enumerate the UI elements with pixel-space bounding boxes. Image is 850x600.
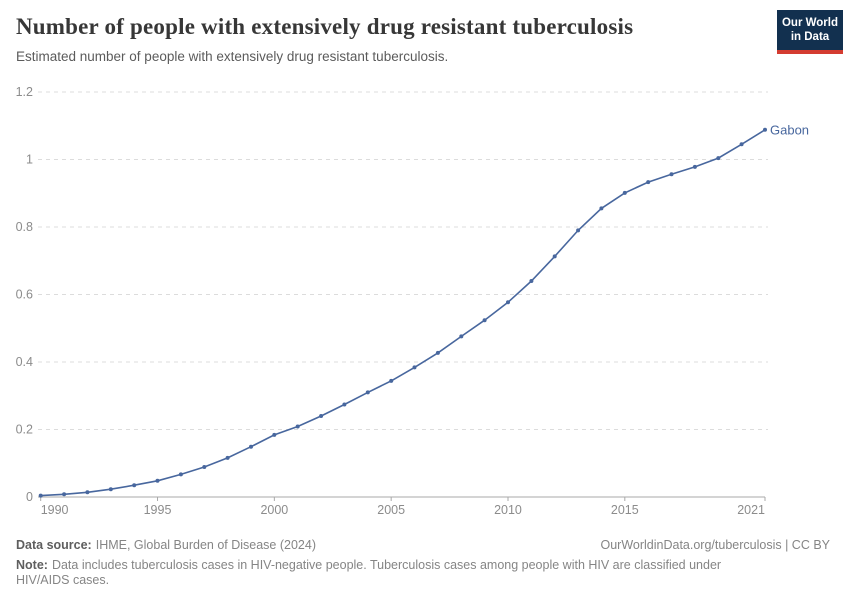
- y-axis-tick-label: 0: [26, 490, 33, 504]
- data-point[interactable]: [108, 487, 113, 492]
- data-point[interactable]: [272, 432, 277, 437]
- x-axis-tick-label: 2015: [611, 503, 639, 517]
- data-point[interactable]: [295, 424, 300, 429]
- data-source-value: IHME, Global Burden of Disease (2024): [95, 538, 316, 552]
- logo-line1: Our World: [781, 17, 838, 29]
- y-axis-tick-label: 0.4: [16, 355, 33, 369]
- data-point[interactable]: [202, 465, 207, 469]
- data-point[interactable]: [622, 190, 627, 195]
- data-point[interactable]: [646, 180, 651, 185]
- x-axis-tick-label: 1990: [41, 503, 69, 517]
- y-axis-tick-label: 0.6: [16, 288, 33, 302]
- data-point[interactable]: [389, 378, 394, 383]
- data-point[interactable]: [132, 483, 137, 488]
- data-source: Data source: IHME, Global Burden of Disea…: [16, 538, 316, 553]
- data-point[interactable]: [739, 142, 744, 147]
- y-axis-tick-label: 0.8: [16, 220, 33, 234]
- data-point[interactable]: [763, 127, 767, 132]
- x-axis-tick-label: 2000: [260, 503, 288, 517]
- data-point[interactable]: [342, 402, 347, 407]
- x-axis-tick-label: 2005: [377, 503, 405, 517]
- data-point[interactable]: [62, 492, 67, 497]
- data-point[interactable]: [178, 472, 183, 477]
- data-point[interactable]: [692, 164, 697, 169]
- x-axis-tick-label: 2021: [737, 503, 765, 517]
- data-point[interactable]: [576, 228, 581, 233]
- series-label[interactable]: Gabon: [770, 122, 809, 137]
- x-axis-tick-label: 2010: [494, 503, 522, 517]
- data-point[interactable]: [552, 254, 557, 259]
- line-chart: 0 0.2 0.4 0.6 0.8 1 1.2 1990 1995 2000 2005 2010 201…: [16, 85, 809, 517]
- y-axis-tick-label: 1: [26, 153, 33, 167]
- data-point[interactable]: [38, 493, 43, 498]
- data-point[interactable]: [319, 414, 324, 418]
- owid-logo: Our World in Data: [777, 10, 843, 54]
- data-point[interactable]: [85, 490, 90, 495]
- y-axis-tick-label: 1.2: [16, 85, 33, 99]
- chart-footer: Data source: IHME, Global Burden of Disea…: [0, 538, 850, 600]
- data-point[interactable]: [249, 444, 253, 449]
- page-title: Number of people with extensively drug r…: [16, 14, 634, 39]
- data-point[interactable]: [155, 478, 160, 483]
- data-line-gabon[interactable]: [40, 129, 766, 497]
- data-point[interactable]: [599, 206, 604, 211]
- x-axis-tick-label: 1995: [144, 503, 172, 517]
- data-point[interactable]: [716, 156, 721, 161]
- data-point[interactable]: [506, 300, 510, 305]
- data-point[interactable]: [482, 318, 487, 323]
- footnote: Note: Data includes tuberculosis cases in…: [16, 558, 768, 588]
- data-source-label: Data source:: [16, 538, 92, 552]
- attribution-link[interactable]: OurWorldinData.org/tuberculosis | CC BY: [600, 538, 831, 552]
- logo-line2: in Data: [790, 31, 830, 43]
- data-point[interactable]: [412, 365, 417, 370]
- data-point[interactable]: [225, 455, 230, 460]
- y-axis-tick-label: 0.2: [16, 423, 33, 437]
- data-point[interactable]: [435, 350, 440, 355]
- footnote-value: Data includes tuberculosis cases in HIV-…: [16, 558, 722, 587]
- data-point[interactable]: [365, 390, 370, 395]
- data-point[interactable]: [459, 334, 464, 339]
- data-point[interactable]: [669, 172, 674, 177]
- data-point[interactable]: [529, 279, 534, 283]
- chart-subtitle: Estimated number of people with extensiv…: [16, 49, 449, 64]
- footnote-label: Note:: [16, 558, 48, 572]
